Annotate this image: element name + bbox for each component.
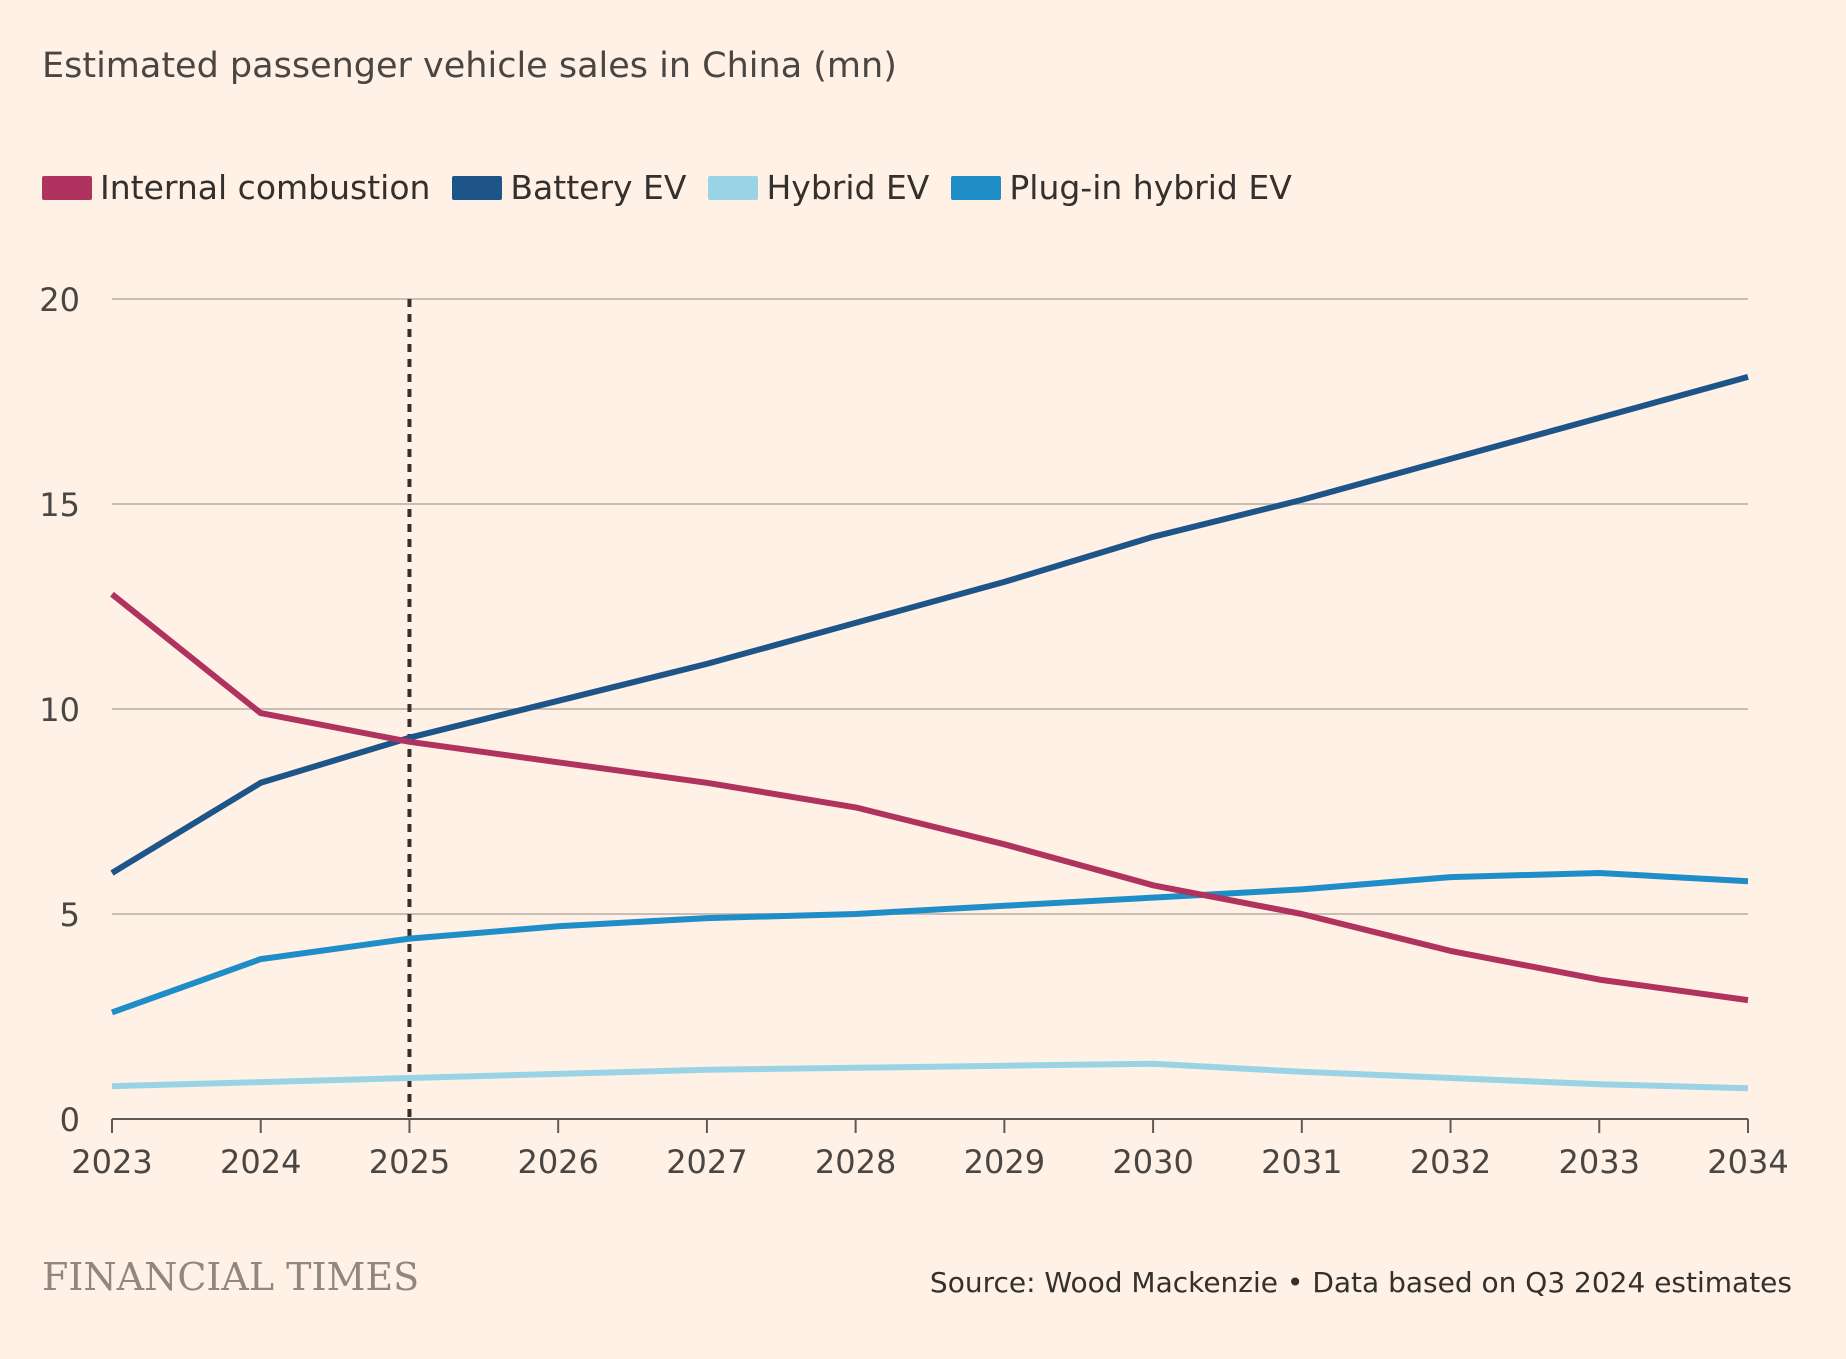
- x-tick-label-2026: 2026: [517, 1143, 598, 1181]
- series-line-battery-ev: [110, 374, 1749, 876]
- chart-title: Estimated passenger vehicle sales in Chi…: [42, 46, 897, 86]
- legend-swatch-internal-combustion: [42, 175, 92, 200]
- x-tick-label-2024: 2024: [220, 1143, 301, 1181]
- chart-legend: Internal combustion Battery EV Hybrid EV…: [42, 168, 1314, 207]
- y-tick-label-5: 5: [60, 896, 80, 934]
- x-tick-label-2027: 2027: [666, 1143, 747, 1181]
- legend-label-internal-combustion: Internal combustion: [100, 168, 431, 207]
- x-tick-label-2034: 2034: [1707, 1143, 1788, 1181]
- x-tick-label-2032: 2032: [1410, 1143, 1491, 1181]
- series-line-plug-in-hybrid-ev: [110, 870, 1749, 1016]
- legend-swatch-plug-in-hybrid-ev: [951, 175, 1002, 200]
- y-tick-label-0: 0: [60, 1101, 80, 1139]
- legend-label-hybrid-ev: Hybrid EV: [766, 168, 930, 207]
- y-tick-label-15: 15: [39, 486, 80, 524]
- legend-swatch-hybrid-ev: [708, 175, 759, 200]
- x-tick-label-2030: 2030: [1112, 1143, 1193, 1181]
- legend-item-battery-ev: Battery EV: [452, 168, 686, 207]
- legend-item-hybrid-ev: Hybrid EV: [708, 168, 929, 207]
- legend-item-plug-in-hybrid-ev: Plug-in hybrid EV: [951, 168, 1292, 207]
- x-tick-label-2031: 2031: [1261, 1143, 1342, 1181]
- series-line-hybrid-ev: [111, 1060, 1749, 1092]
- legend-label-battery-ev: Battery EV: [510, 168, 687, 207]
- x-tick-label-2023: 2023: [71, 1143, 152, 1181]
- x-tick-label-2025: 2025: [369, 1143, 450, 1181]
- ft-logo: FINANCIAL TIMES: [42, 1255, 420, 1299]
- x-tick-label-2033: 2033: [1559, 1143, 1640, 1181]
- series-line-internal-combustion: [110, 591, 1749, 1004]
- x-tick-label-2028: 2028: [815, 1143, 896, 1181]
- x-tick-label-2029: 2029: [964, 1143, 1045, 1181]
- source-note: Source: Wood Mackenzie • Data based on Q…: [929, 1266, 1792, 1299]
- legend-label-plug-in-hybrid-ev: Plug-in hybrid EV: [1009, 168, 1292, 207]
- legend-swatch-battery-ev: [452, 175, 503, 200]
- y-tick-label-10: 10: [39, 691, 80, 729]
- y-tick-label-20: 20: [39, 281, 80, 319]
- legend-item-internal-combustion: Internal combustion: [42, 168, 430, 207]
